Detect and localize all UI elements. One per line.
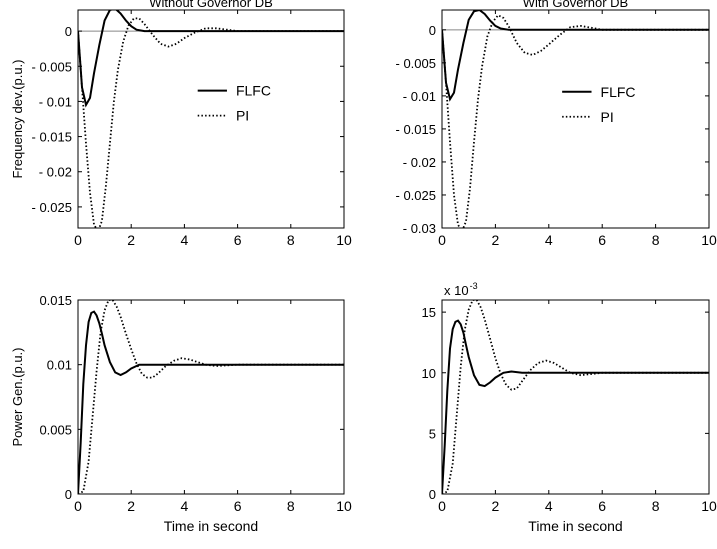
y-axis-label: Power Gen.(p.u.): [10, 348, 25, 447]
y-tick-label: 0: [429, 487, 436, 502]
x-tick-label: 2: [492, 232, 500, 248]
series-pi-line: [442, 14, 709, 228]
legend-label-pi: PI: [601, 109, 614, 125]
subplot-1: 0 2 4 6 8 10 0 - 0.005 - 0.01 - 0.015 - 0.02 - 0.02…: [10, 0, 352, 248]
x-tick-label: 10: [701, 498, 717, 514]
x-tick-label: 2: [492, 498, 500, 514]
y-tick-label: - 0.01: [39, 94, 72, 109]
x-tick-label: 4: [181, 498, 189, 514]
plot-area: [77, 9, 345, 229]
x-tick-label: 6: [598, 498, 606, 514]
x-tick-label: 6: [234, 498, 242, 514]
y-tick-label: 0: [65, 24, 72, 39]
legend-label-flfc: FLFC: [601, 84, 636, 100]
series-flfc-line: [442, 10, 709, 102]
x-tick-label: 0: [74, 498, 82, 514]
y-tick-label: - 0.005: [32, 59, 72, 74]
x-tick-label: 10: [701, 232, 717, 248]
y-tick-label: 0: [429, 23, 436, 38]
x-tick-label: 4: [545, 232, 553, 248]
x-axis-label: Time in second: [528, 518, 622, 534]
x-tick-label: 8: [652, 498, 660, 514]
y-tick-label: - 0.015: [32, 130, 72, 145]
x-tick-label: 6: [598, 232, 606, 248]
y-tick-label: - 0.02: [403, 155, 436, 170]
y-tick-label: - 0.025: [32, 200, 72, 215]
x-tick-label: 8: [287, 232, 295, 248]
x-tick-label: 0: [438, 498, 446, 514]
series-flfc-line: [78, 310, 344, 494]
y-tick-label: - 0.01: [403, 89, 436, 104]
x-tick-label: 6: [234, 232, 242, 248]
plot-area: [441, 9, 710, 229]
x-tick-label: 10: [336, 232, 352, 248]
y-tick-label: 10: [422, 366, 436, 381]
x-tick-label: 8: [652, 232, 660, 248]
subplot-2: 0 2 4 6 8 10 0 - 0.005 - 0.01 - 0.015 - 0.02 - 0.02…: [396, 0, 717, 248]
x-tick-label: 2: [127, 498, 135, 514]
y-tick-label: 0.015: [39, 293, 72, 308]
plot-area: [77, 299, 345, 495]
x-axis-label: Time in second: [164, 518, 258, 534]
plot-area: [441, 299, 710, 495]
subplot-4: 0 2 4 6 8 10 0 5 10 15 Time in second x 10-3: [422, 281, 717, 534]
series-flfc-line: [78, 10, 344, 108]
legend-label-pi: PI: [236, 108, 249, 124]
series-pi-line: [442, 300, 709, 494]
y-axis-label: Frequency dev.(p.u.): [10, 60, 25, 179]
y-tick-label: - 0.025: [396, 188, 436, 203]
series-pi-line: [78, 300, 344, 494]
legend-label-flfc: FLFC: [236, 83, 271, 99]
x-tick-label: 4: [181, 232, 189, 248]
series-flfc-line: [442, 319, 709, 494]
x-tick-label: 8: [287, 498, 295, 514]
y-tick-label: 5: [429, 426, 436, 441]
y-tick-label: 15: [422, 305, 436, 320]
subplot-title: Without Governor DB: [149, 0, 273, 10]
y-tick-label: - 0.03: [403, 221, 436, 236]
series-pi-line: [78, 17, 344, 228]
y-exponent-base: x 10: [444, 283, 469, 298]
x-tick-label: 2: [127, 232, 135, 248]
subplot-3: 0 2 4 6 8 10 0 0.005 0.01 0.015 Time in second Powe…: [10, 293, 352, 534]
x-tick-label: 10: [336, 498, 352, 514]
y-tick-label: - 0.015: [396, 122, 436, 137]
y-tick-label: - 0.02: [39, 165, 72, 180]
x-tick-label: 0: [438, 232, 446, 248]
y-tick-label: 0.01: [47, 358, 72, 373]
subplot-title: With Governor DB: [523, 0, 628, 10]
y-tick-label: 0.005: [39, 422, 72, 437]
y-exponent-label: x 10-3: [444, 281, 478, 298]
x-tick-label: 4: [545, 498, 553, 514]
y-tick-label: - 0.005: [396, 56, 436, 71]
x-tick-label: 0: [74, 232, 82, 248]
y-tick-label: 0: [65, 487, 72, 502]
y-exponent-power: -3: [470, 281, 478, 291]
